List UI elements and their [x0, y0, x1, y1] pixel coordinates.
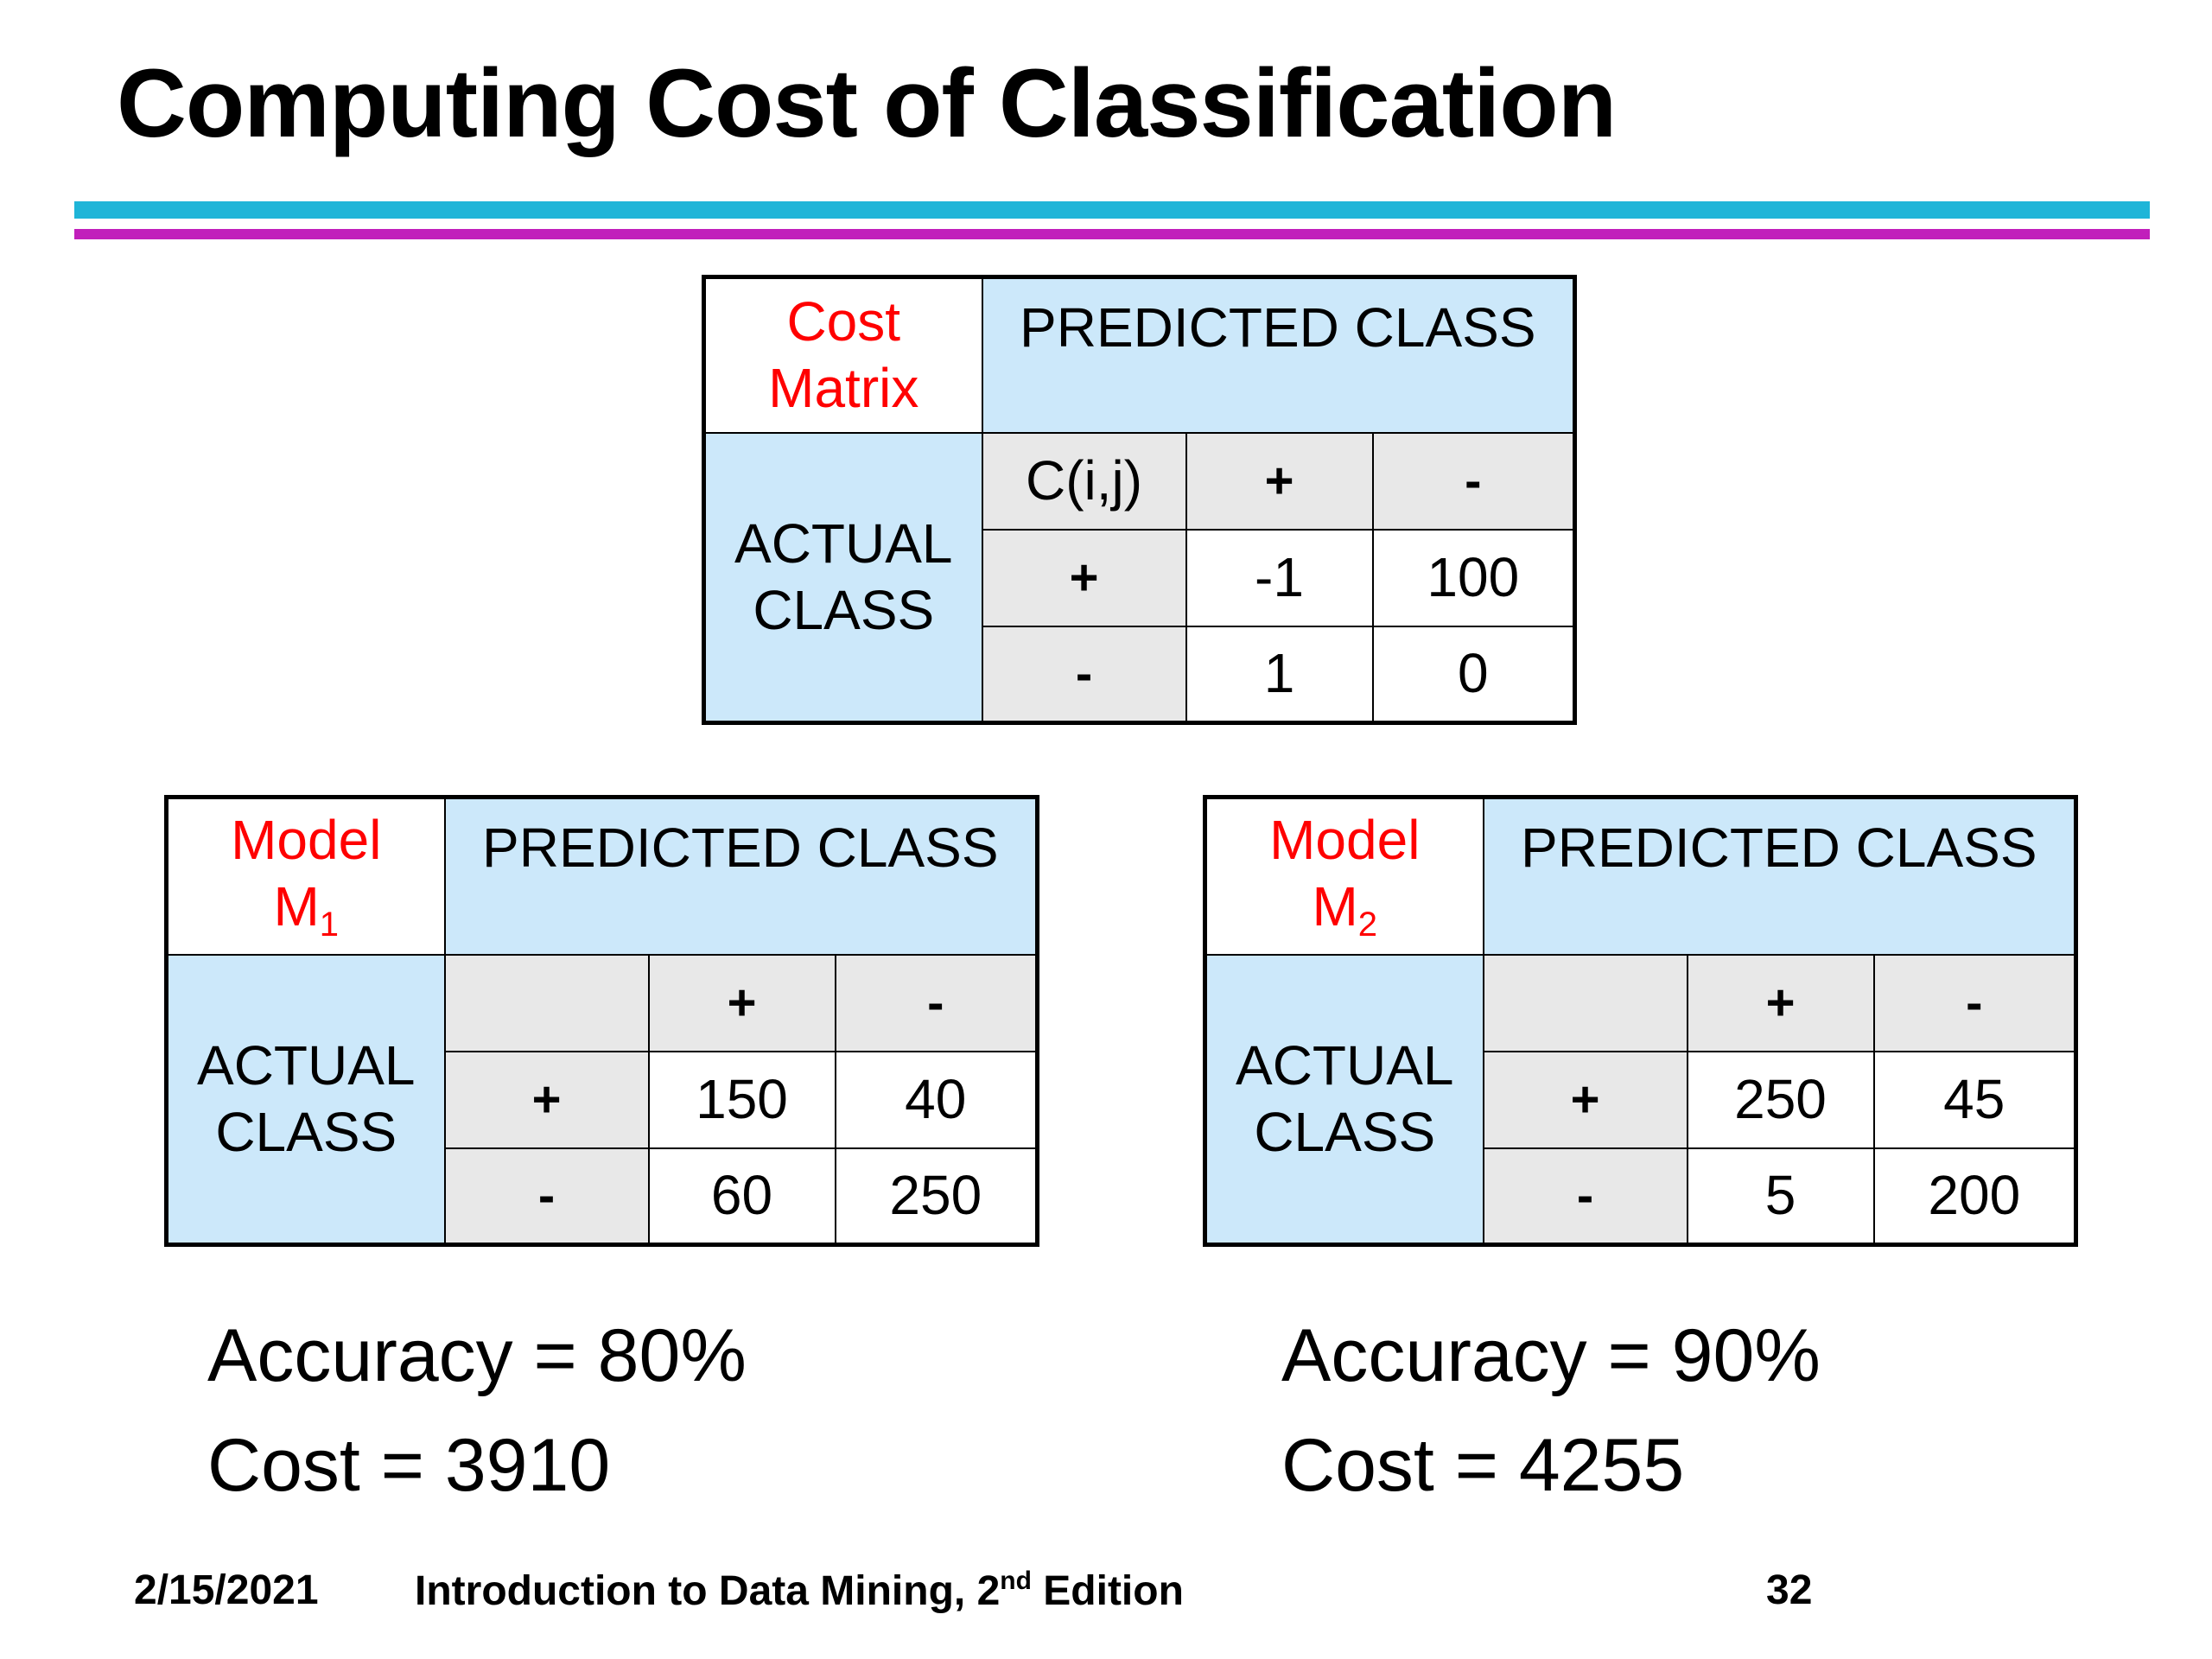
row-header-plus: + [1482, 1050, 1688, 1149]
predicted-class-header: PREDICTED CLASS [981, 276, 1576, 434]
actual-class-header: ACTUAL CLASS [702, 431, 983, 724]
row-header-minus: - [981, 625, 1187, 724]
row-header-plus: + [981, 528, 1187, 627]
actual-class-header: ACTUAL CLASS [1204, 953, 1484, 1246]
cost-matrix-table: Cost Matrix PREDICTED CLASS ACTUAL CLASS… [702, 275, 1578, 725]
footer-book-title: Introduction to Data Mining, 2nd Edition [415, 1567, 1184, 1614]
matrix-cell: 0 [1371, 625, 1576, 724]
column-header-plus: + [1686, 953, 1875, 1052]
column-header-minus: - [834, 953, 1039, 1052]
matrix-cell: 1 [1185, 625, 1374, 724]
predicted-class-header: PREDICTED CLASS [1482, 796, 2077, 956]
model-m2-accuracy: Accuracy = 90% [1281, 1314, 1821, 1397]
matrix-cell: 40 [834, 1050, 1039, 1149]
blank-header-cell [443, 953, 650, 1052]
matrix-cell: 250 [1686, 1050, 1875, 1149]
slide-title: Computing Cost of Classification [117, 49, 1617, 157]
cell-label-cij: C(i,j) [981, 431, 1187, 531]
matrix-cell: 60 [647, 1147, 836, 1246]
model-m2-cost: Cost = 4255 [1281, 1424, 1685, 1507]
row-header-plus: + [443, 1050, 650, 1149]
matrix-cell: 45 [1872, 1050, 2077, 1149]
model-m1-accuracy: Accuracy = 80% [207, 1314, 747, 1397]
column-header-plus: + [1185, 431, 1374, 531]
row-header-minus: - [1482, 1147, 1688, 1246]
footer-date: 2/15/2021 [134, 1567, 319, 1613]
matrix-cell: 250 [834, 1147, 1039, 1246]
footer-page-number: 32 [1766, 1567, 1813, 1613]
model-m2-table: Model M2 PREDICTED CLASS ACTUAL CLASS + … [1203, 795, 2079, 1247]
column-header-minus: - [1872, 953, 2077, 1052]
cost-matrix-label: Cost Matrix [702, 276, 983, 434]
matrix-cell: 150 [647, 1050, 836, 1149]
model-m1-cost: Cost = 3910 [207, 1424, 611, 1507]
model-m1-table: Model M1 PREDICTED CLASS ACTUAL CLASS + … [164, 795, 1040, 1247]
matrix-cell: 100 [1371, 528, 1576, 627]
matrix-cell: -1 [1185, 528, 1374, 627]
column-header-plus: + [647, 953, 836, 1052]
title-rule-magenta [74, 229, 2150, 239]
model-m1-label: Model M1 [165, 796, 446, 956]
blank-header-cell [1482, 953, 1688, 1052]
actual-class-header: ACTUAL CLASS [165, 953, 446, 1246]
title-rule-cyan [74, 201, 2150, 219]
predicted-class-header: PREDICTED CLASS [443, 796, 1039, 956]
model-m2-label: Model M2 [1204, 796, 1484, 956]
matrix-cell: 200 [1872, 1147, 2077, 1246]
row-header-minus: - [443, 1147, 650, 1246]
matrix-cell: 5 [1686, 1147, 1875, 1246]
column-header-minus: - [1371, 431, 1576, 531]
